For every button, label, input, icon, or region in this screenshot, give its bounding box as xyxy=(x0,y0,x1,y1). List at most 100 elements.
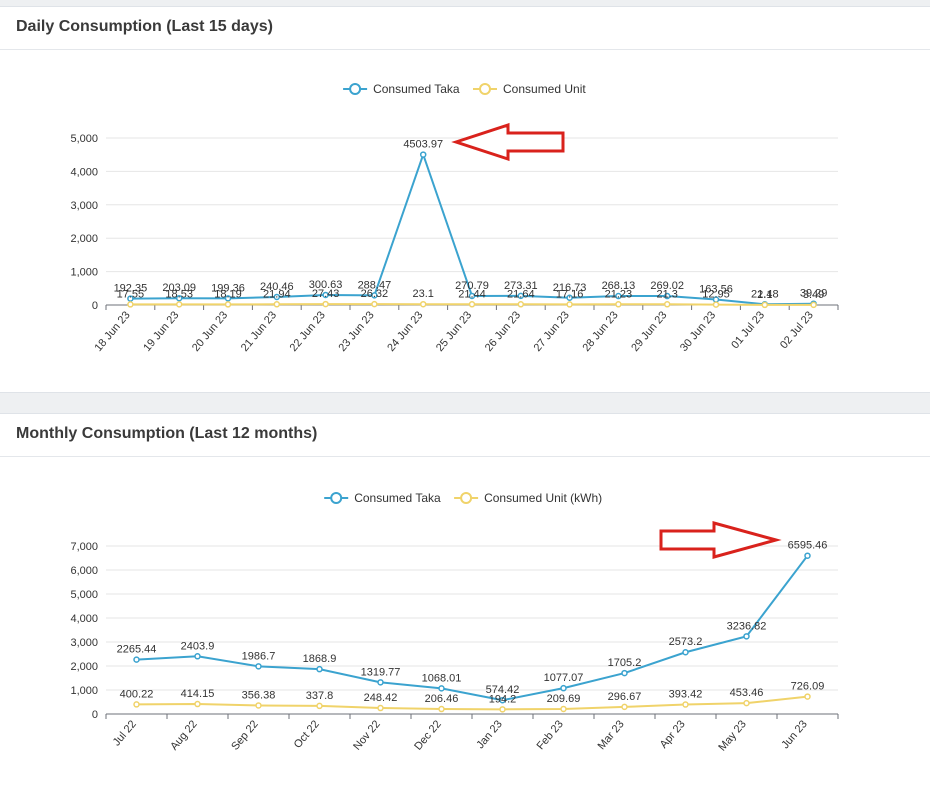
y-tick-label: 2,000 xyxy=(70,233,98,245)
x-tick-label: May 23 xyxy=(716,718,748,753)
data-point xyxy=(127,301,134,308)
data-label: 356.38 xyxy=(242,689,276,701)
data-point xyxy=(804,552,811,559)
data-label: 270.79 xyxy=(455,280,489,292)
data-point xyxy=(663,301,671,308)
data-point xyxy=(133,701,140,708)
series-line xyxy=(136,695,808,711)
data-point xyxy=(743,633,750,640)
data-point xyxy=(175,294,183,302)
data-point xyxy=(133,656,140,663)
x-tick-label: Jan 23 xyxy=(474,718,504,751)
x-tick-label: Sep 22 xyxy=(229,718,261,752)
data-point xyxy=(316,665,323,673)
legend-marker xyxy=(479,83,491,95)
grid-lines xyxy=(106,545,838,691)
data-point xyxy=(438,685,445,692)
data-label: 1705.2 xyxy=(608,657,642,669)
data-point xyxy=(517,301,525,308)
x-tick-label: Apr 23 xyxy=(658,718,688,751)
data-point xyxy=(371,300,378,308)
data-point xyxy=(499,706,506,713)
data-point xyxy=(419,151,427,158)
data-point xyxy=(322,291,329,299)
y-tick-label: 4,000 xyxy=(70,166,98,178)
x-tick-label: 25 Jun 23 xyxy=(434,309,474,354)
data-point xyxy=(712,301,720,308)
data-point xyxy=(621,703,628,711)
data-label: 203.09 xyxy=(162,282,196,294)
data-point xyxy=(255,663,262,670)
data-point xyxy=(316,702,323,710)
data-label: 4503.97 xyxy=(403,139,443,151)
data-point xyxy=(560,705,567,713)
data-point xyxy=(761,301,769,309)
legend-marker xyxy=(349,83,362,95)
data-label: 18.53 xyxy=(165,288,193,300)
data-label: 23.1 xyxy=(412,288,433,300)
data-point xyxy=(371,292,378,299)
x-tick-label: 22 Jun 23 xyxy=(288,309,328,354)
data-label: 194.2 xyxy=(489,693,517,705)
data-point xyxy=(322,300,329,308)
x-tick-label: 02 Jul 23 xyxy=(778,309,816,351)
data-label: 2403.9 xyxy=(181,640,215,652)
data-point xyxy=(615,301,622,308)
data-label: 21.64 xyxy=(507,288,535,300)
data-label: 39.29 xyxy=(800,288,828,300)
x-tick-label: Aug 22 xyxy=(168,718,200,752)
red-arrow-annotation xyxy=(451,122,565,162)
monthly-chart-title: Monthly Consumption (Last 12 months) xyxy=(16,425,318,442)
y-tick-label: 6,000 xyxy=(70,565,98,577)
data-point xyxy=(175,301,183,308)
y-tick-label: 4,000 xyxy=(70,613,98,625)
y-tick-label: 5,000 xyxy=(70,589,98,601)
data-label: 21.94 xyxy=(263,288,291,300)
data-point xyxy=(273,293,281,301)
y-tick-label: 0 xyxy=(92,300,98,312)
legend-marker xyxy=(460,492,473,504)
daily-chart-title: Daily Consumption (Last 15 days) xyxy=(16,18,273,35)
data-label: 12.95 xyxy=(702,289,730,301)
series-unit: 17.55 18.53 18.19 21.94 27.43 26.32 23.1 21.44 2… xyxy=(117,288,824,309)
x-tick-label: Feb 23 xyxy=(535,718,566,752)
data-point xyxy=(377,704,384,712)
legend-label: Consumed Taka xyxy=(354,491,441,505)
data-label: 300.63 xyxy=(309,279,343,291)
x-tick-label: 26 Jun 23 xyxy=(483,309,523,354)
data-point xyxy=(517,292,525,300)
data-label: 199.36 xyxy=(211,282,245,294)
y-tick-label: 1,000 xyxy=(70,685,98,697)
y-tick-label: 3,000 xyxy=(70,637,98,649)
data-point xyxy=(810,301,817,309)
data-label: 2265.44 xyxy=(117,644,157,656)
legend-item: Consumed Taka xyxy=(343,82,460,96)
x-tick-label: Nov 22 xyxy=(351,718,383,752)
data-label: 21.44 xyxy=(458,288,486,300)
data-label: 206.46 xyxy=(425,693,459,705)
monthly-card-header: Monthly Consumption (Last 12 months) xyxy=(0,413,930,457)
data-label: 288.47 xyxy=(358,279,392,291)
x-tick-label: 20 Jun 23 xyxy=(190,309,230,354)
data-point xyxy=(194,700,201,708)
data-label: 574.42 xyxy=(486,684,520,696)
data-point xyxy=(499,696,506,704)
legend-label: Consumed Unit (kWh) xyxy=(484,491,602,505)
data-label: 21.48 xyxy=(751,288,779,300)
data-label: 209.69 xyxy=(547,693,581,705)
x-tick-label: Mar 23 xyxy=(596,718,627,752)
legend-label: Consumed Taka xyxy=(373,82,460,96)
monthly-consumption-chart: Consumed Taka Consumed Unit (kWh) 0 1,000 2,… xyxy=(70,491,839,754)
y-tick-label: 5,000 xyxy=(70,133,98,145)
data-label: 21.3 xyxy=(656,288,677,300)
x-tick-label: Dec 22 xyxy=(412,718,444,752)
y-tick-label: 3,000 xyxy=(70,200,98,212)
x-tick-label: 30 Jun 23 xyxy=(678,309,718,354)
data-point xyxy=(663,292,671,300)
x-tick-label: 24 Jun 23 xyxy=(385,309,425,354)
data-label: 2.1 xyxy=(757,289,772,301)
data-point xyxy=(438,705,445,713)
data-point xyxy=(468,292,476,300)
data-point xyxy=(224,295,232,302)
data-label: 1986.7 xyxy=(242,650,276,662)
